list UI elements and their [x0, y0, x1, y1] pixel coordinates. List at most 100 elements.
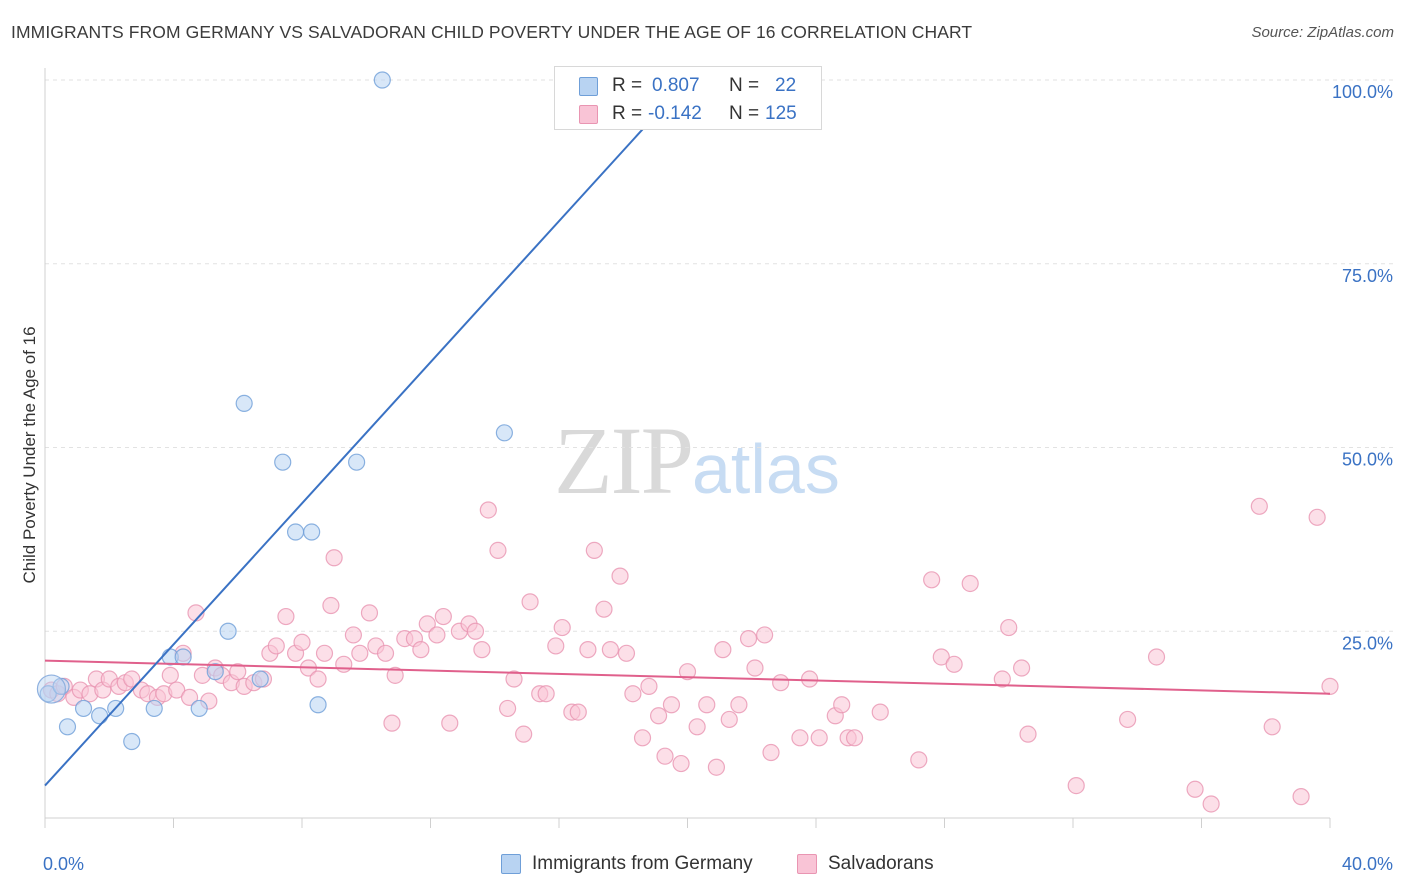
- germany-point-18: [309, 696, 327, 714]
- germany-point-19: [348, 453, 366, 471]
- salvadorans-point-103: [871, 703, 889, 721]
- salvadorans-point-43: [360, 604, 379, 622]
- germany-point-0: [39, 685, 57, 703]
- salvadorans-point-109: [993, 670, 1011, 688]
- salvadorans-point-93: [755, 626, 774, 644]
- salvadorans-point-60: [489, 541, 507, 560]
- x-tick-label-max: 40.0%: [1342, 854, 1393, 874]
- salvadorans-point-83: [672, 754, 690, 773]
- salvadorans-point-97: [800, 670, 819, 688]
- germany-point-9: [174, 648, 192, 666]
- salvadorans-point-63: [515, 725, 533, 743]
- salvadorans-point-19: [180, 688, 199, 707]
- salvadorans-point-86: [698, 696, 716, 714]
- salvadorans-point-53: [434, 607, 452, 626]
- salvadorans-point-116: [1186, 780, 1204, 798]
- salvadorans-point-85: [688, 718, 706, 736]
- salvadorans-point-89: [720, 710, 738, 729]
- germany-point-7: [145, 699, 163, 718]
- stats-row-germany: R = 0.807 N = 22: [555, 72, 821, 102]
- salvadorans-point-92: [746, 659, 764, 677]
- salvadorans-point-96: [791, 729, 809, 747]
- salvadorans-point-119: [1263, 718, 1281, 736]
- salvadorans-point-105: [923, 571, 941, 589]
- salvadorans-point-73: [595, 600, 613, 618]
- salvadorans-point-75: [611, 567, 629, 585]
- y-tick-label-2: 75.0%: [1342, 266, 1393, 286]
- salvadorans-point-88: [714, 641, 732, 659]
- germany-swatch: [579, 77, 598, 96]
- salvadorans-point-90: [730, 696, 748, 714]
- salvadorans-point-16: [161, 666, 179, 684]
- tick-labels: 25.0% 50.0% 75.0% 100.0% 0.0% 40.0%: [43, 82, 1393, 874]
- watermark: ZIPatlas: [554, 405, 840, 516]
- germany-point-14: [251, 670, 269, 688]
- watermark-zip: ZIP: [554, 407, 694, 514]
- salvadorans-point-118: [1250, 497, 1268, 515]
- salvadorans-point-64: [521, 593, 539, 611]
- salvadorans-point-80: [649, 707, 668, 725]
- salvadorans-point-91: [739, 629, 758, 648]
- salvadorans-point-46: [383, 714, 401, 732]
- salvadorans-point-31: [267, 637, 285, 655]
- germany-point-20: [373, 71, 391, 89]
- germany-point-21: [495, 424, 513, 442]
- germany-point-13: [235, 394, 253, 412]
- salvadorans-point-41: [344, 626, 362, 644]
- salvadorans-point-68: [553, 618, 571, 637]
- salvadorans-point-50: [412, 641, 430, 659]
- salvadorans-point-114: [1119, 710, 1137, 729]
- salvadorans-point-70: [569, 703, 587, 721]
- salvadorans-point-58: [473, 641, 491, 659]
- salvadorans-point-11: [123, 670, 141, 688]
- y-axis-label: Child Poverty Under the Age of 16: [20, 326, 39, 584]
- salvadorans-point-71: [579, 641, 597, 659]
- salvadorans-point-111: [1012, 659, 1031, 677]
- germany-point-16: [286, 523, 305, 541]
- y-tick-label-1: 50.0%: [1342, 450, 1393, 470]
- salvadorans-points: [42, 497, 1339, 813]
- grid: [45, 79, 1395, 632]
- salvadorans-point-72: [585, 541, 603, 560]
- y-tick-label-3: 100.0%: [1332, 82, 1393, 102]
- salvadorans-point-117: [1202, 795, 1220, 813]
- salvadorans-point-77: [624, 685, 642, 703]
- trend-lines: [44, 79, 1331, 787]
- salvadorans-swatch: [579, 105, 598, 124]
- germany-trend-line: [44, 79, 689, 787]
- salvadorans-point-45: [376, 644, 395, 662]
- salvadorans-point-106: [932, 648, 950, 666]
- salvadorans-point-39: [325, 549, 343, 567]
- germany-point-12: [219, 622, 237, 640]
- germany-point-10: [190, 699, 208, 718]
- salvadorans-point-113: [1067, 776, 1085, 795]
- legend-salvadorans-swatch: [797, 854, 817, 874]
- salvadorans-point-107: [945, 655, 963, 673]
- salvadorans-point-87: [707, 758, 726, 776]
- legend-germany-swatch: [501, 854, 521, 874]
- salvadorans-trend-line: [44, 659, 1331, 695]
- salvadorans-point-36: [309, 670, 327, 688]
- salvadorans-point-54: [441, 714, 459, 732]
- germany-point-3: [74, 699, 93, 718]
- correlation-stats-box: R = 0.807 N = 22 R = -0.142 N = 125: [554, 66, 822, 130]
- stats-row-salvadorans: R = -0.142 N = 125: [555, 100, 821, 130]
- salvadorans-point-38: [322, 596, 340, 615]
- germany-n-label: N =: [729, 75, 760, 96]
- x-tick-label-min: 0.0%: [43, 854, 84, 874]
- salvadorans-point-81: [656, 747, 674, 765]
- germany-r-value: 0.807: [652, 75, 700, 96]
- chart-title: IMMIGRANTS FROM GERMANY VS SALVADORAN CH…: [11, 22, 973, 42]
- source-credit: Source: ZipAtlas.com: [1251, 24, 1394, 41]
- salvadorans-point-122: [1321, 677, 1339, 695]
- cluster-point: [36, 674, 67, 704]
- salvadorans-point-66: [537, 685, 555, 703]
- salvadorans-point-26: [229, 663, 247, 681]
- salvadorans-point-78: [633, 729, 652, 747]
- salvadorans-point-61: [499, 699, 517, 718]
- salvadorans-point-120: [1292, 788, 1310, 806]
- salvadorans-point-100: [833, 696, 851, 714]
- salvadorans-point-98: [810, 729, 828, 747]
- germany-point-4: [91, 707, 109, 725]
